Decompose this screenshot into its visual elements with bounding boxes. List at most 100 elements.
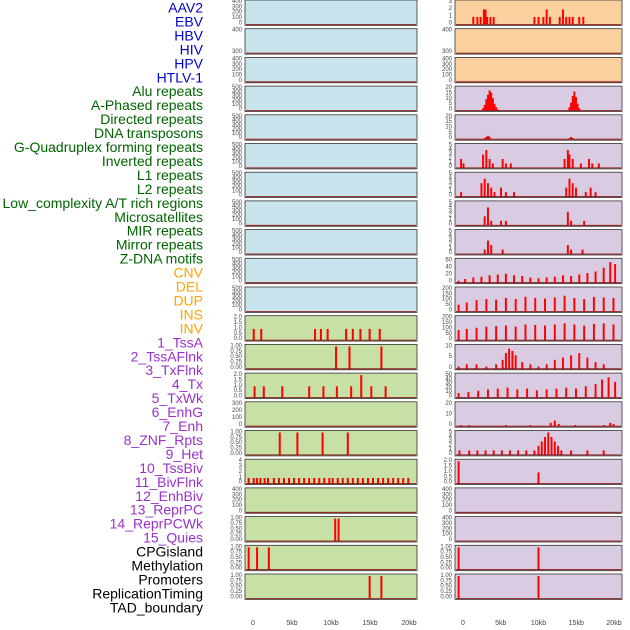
data-bar [308,478,311,484]
data-bar [568,138,571,140]
data-bar [553,441,556,455]
data-bar [545,9,548,25]
data-bar [335,346,338,369]
y-tick-label: 1.00 [230,430,242,436]
y-tick-label: 5 [449,354,453,360]
data-bar [488,136,491,140]
data-bar [323,478,326,484]
data-bar [504,425,507,427]
row-label-2-tssaflnk: 2_TssAFlnk [131,348,204,364]
data-bar [588,158,591,168]
data-bar [485,99,488,111]
y-tick-label: 1.5 [234,377,243,383]
y-tick-label: 1 [239,474,243,480]
data-bar [341,478,344,484]
y-tick-label: 300 [232,180,243,186]
data-bar [460,425,463,427]
data-bar [356,478,359,484]
row-label-hbv: HBV [174,27,203,43]
row-label-11-bivflnk: 11_BivFlnk [135,474,204,490]
y-tick-label: 2 [449,241,453,247]
panel-left-15: 0.000.250.500.751.00 [230,430,418,457]
panel-background [454,28,623,55]
y-tick-label: 1.5 [444,464,453,470]
row-label-replicationtiming: ReplicationTiming [92,585,203,601]
x-tick-label: 20kb [606,620,621,627]
data-bar [537,16,540,25]
row-label-microsatellites: Microsatellites [114,209,203,225]
data-bar [328,478,331,484]
y-tick-label: 0.00 [440,566,452,572]
y-tick-label: 30 [445,381,452,387]
data-bar [378,328,381,341]
data-bar [586,272,589,283]
data-bar [508,348,511,369]
panel-left-13: 0.00.51.01.52.0 [234,372,418,400]
data-bar [490,245,493,254]
data-bar [490,187,493,197]
data-bar [492,450,495,455]
data-bar [484,9,487,25]
data-bar [545,277,548,283]
data-bar [571,95,574,111]
y-tick-label: 15 [445,119,452,125]
y-tick-label: 0.75 [440,550,452,556]
y-tick-label: 0 [239,250,243,256]
y-tick-label: 300 [232,4,243,10]
data-bar [549,422,552,427]
data-bar [260,328,263,341]
y-tick-label: 3 [449,438,453,444]
data-bar [486,94,489,111]
y-tick-label: 200 [232,299,243,305]
row-label-directed-repeats: Directed repeats [100,111,203,127]
data-bar [500,187,502,197]
data-bar [346,478,349,484]
y-tick-label: 200 [442,315,453,321]
y-tick-label: 0.0 [234,336,243,342]
data-bar [486,135,489,140]
row-label-inverted-repeats: Inverted repeats [102,153,203,169]
panel-background [244,85,418,112]
y-tick-label: 100 [232,72,243,78]
data-bar [308,386,311,398]
y-tick-label: 0 [239,307,243,313]
row-label-htlv-1: HTLV-1 [157,69,204,85]
panel-right-12: 0 5 10 [445,343,623,371]
row-label-8-znf-rpts: 8_ZNF_Rpts [124,432,203,448]
data-bar [331,478,334,484]
data-bar [475,300,478,312]
data-bar [501,158,504,168]
data-bar [565,187,568,197]
y-tick-label: 10 [445,412,452,418]
y-tick-label: 500 [232,200,243,206]
data-bar [468,450,471,455]
y-tick-label: 0.50 [230,584,242,590]
data-bar [535,390,538,398]
panel-background [454,430,623,457]
data-bar [493,103,496,111]
data-bar [253,386,256,398]
y-tick-label: 20 [445,114,452,120]
y-tick-label: 1.5 [234,320,243,326]
y-tick-label: 300 [232,122,243,128]
y-tick-label: 1.00 [230,544,242,550]
data-bar [571,183,574,197]
y-tick-label: 300 [442,49,453,55]
data-bar [504,273,507,283]
data-bar [614,381,617,398]
data-bar [351,328,354,341]
y-tick-label: 3 [449,237,453,243]
y-tick-label: 1.00 [440,544,452,550]
data-bar [293,478,296,484]
y-tick-label: 0 [449,279,453,285]
y-tick-label: 0 [449,508,453,514]
data-bar [545,364,548,369]
data-bar [336,478,339,484]
